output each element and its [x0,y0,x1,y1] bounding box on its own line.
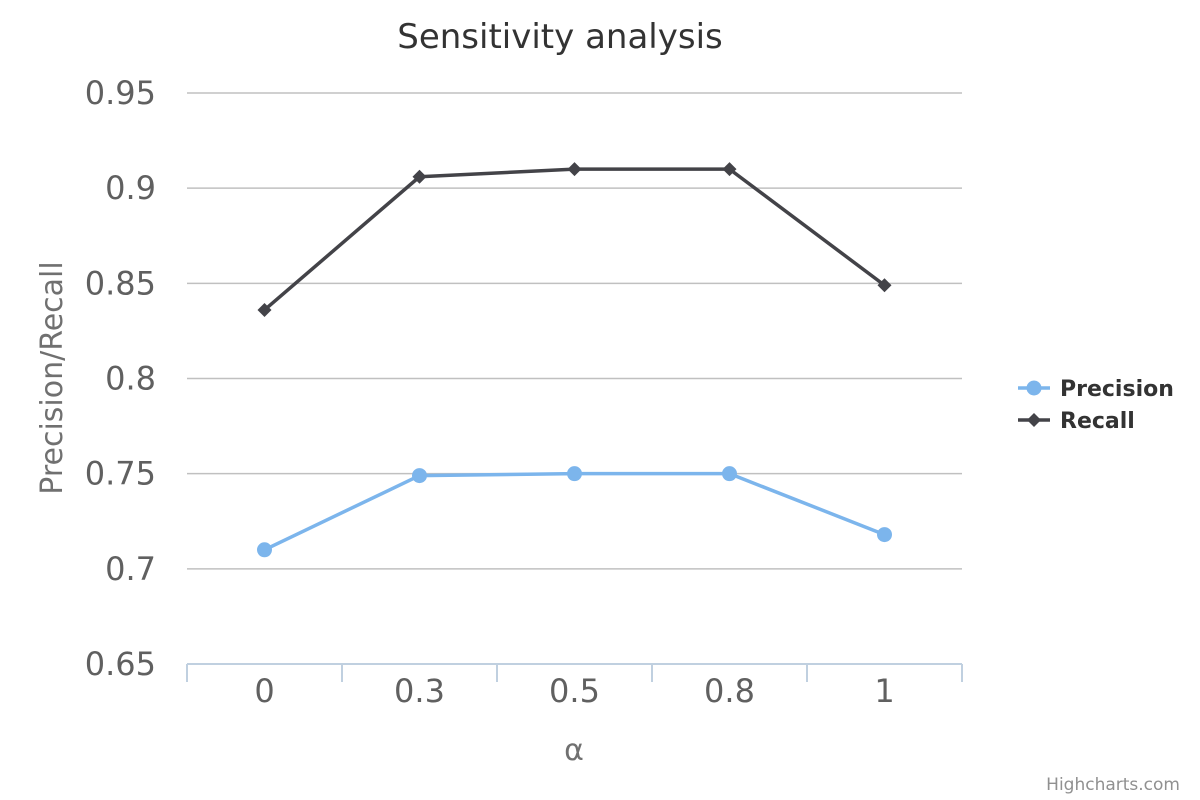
data-point[interactable] [877,278,892,293]
series-recall[interactable] [257,162,892,317]
grid-lines [187,92,962,570]
legend-item-recall[interactable]: Recall [1018,409,1135,434]
data-point[interactable] [567,162,582,177]
data-point[interactable] [722,466,737,482]
legend-label: Recall [1060,409,1135,434]
data-point[interactable] [257,542,272,558]
x-tick-label: 1 [874,672,894,710]
y-tick-label: 0.9 [105,169,156,207]
y-tick-label: 0.7 [105,550,156,588]
y-axis-ticks: 0.65 0.7 0.75 0.8 0.85 0.9 0.95 [85,74,156,683]
data-point[interactable] [412,468,427,484]
legend-circle-icon [1026,380,1042,396]
legend-label: Precision [1060,377,1174,402]
series-group [257,162,892,558]
series-precision[interactable] [257,466,892,558]
y-tick-label: 0.65 [85,645,156,683]
x-tick-label: 0.8 [704,672,755,710]
y-tick-label: 0.8 [105,360,156,398]
x-axis: 0 0.3 0.5 0.8 1 [186,663,963,710]
legend-diamond-icon [1027,413,1041,427]
data-point[interactable] [722,162,737,177]
legend-item-precision[interactable]: Precision [1018,377,1174,402]
series-line [263,167,886,312]
x-axis-title: α [564,733,584,768]
series-line [263,471,886,552]
x-tick-label: 0.3 [394,672,445,710]
x-tick-label: 0.5 [549,672,600,710]
y-tick-label: 0.95 [85,74,156,112]
chart-title: Sensitivity analysis [397,17,722,57]
y-tick-label: 0.85 [85,264,156,302]
credits-link[interactable]: Highcharts.com [1046,775,1180,795]
x-tick-label: 0 [254,672,274,710]
data-point[interactable] [257,302,272,317]
legend[interactable]: Precision Recall [1018,377,1174,434]
y-tick-label: 0.75 [85,455,156,493]
data-point[interactable] [412,169,427,184]
data-point[interactable] [877,527,892,543]
data-point[interactable] [567,466,582,482]
y-axis-title: Precision/Recall [35,261,70,494]
